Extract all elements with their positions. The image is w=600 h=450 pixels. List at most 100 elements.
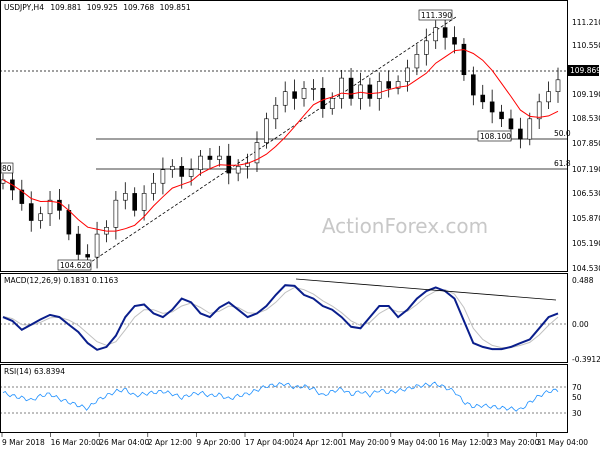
macd-tick: -0.3912 [572,355,600,364]
candle-body [395,81,401,89]
price-tick: 107.850 [572,139,600,148]
x-tick-label: 16 May 12:00 [439,438,491,447]
fib-50-label: 50.0 [554,129,571,138]
candle-body [376,81,382,99]
candle-body [188,169,194,177]
candle-body [339,77,344,99]
x-tick-label: 23 May 20:00 [488,438,540,447]
candle-body [282,91,288,106]
candle-body [301,87,307,99]
candle-body [85,254,90,258]
macd-title: MACD(12,26,9) 0.1831 0.1163 [4,276,118,285]
candle-body [170,165,175,170]
candle-body [28,203,34,221]
x-tick-label: 24 Apr 12:00 [294,438,343,447]
x-tick-label: 9 Mar 2018 [2,438,45,447]
left-annotation: 80 [2,164,12,173]
candle-body [414,54,420,69]
price-tick: 108.530 [572,114,600,123]
price-tick: 109.190 [572,90,600,99]
high-annotation: 111.390 [421,11,452,20]
rsi-line [2,381,559,412]
x-tick-label: 9 May 04:00 [391,438,438,447]
macd-divergence-line [295,278,557,301]
macd-tick: 0.00 [572,320,589,329]
start-low-annotation: 104.620 [60,261,91,270]
candle-body [348,77,354,99]
candle-body [217,155,222,160]
candle-body [386,81,391,89]
candle-body [141,193,147,211]
candle-body [480,94,486,103]
price-y-axis: 111.210 110.550 109.190 108.530 107.850 … [572,18,600,273]
watermark: ActionForex.com [322,214,488,238]
candle-body [367,84,373,99]
candle-body [508,118,514,130]
candle-body [499,111,504,120]
candle-body [320,87,326,109]
x-tick-label: 16 Mar 20:00 [51,438,101,447]
x-tick-label: 2 Apr 12:00 [148,438,192,447]
candle-body [207,155,213,160]
rsi-title: RSI(14) 63.8394 [4,367,65,376]
candle-body [66,210,72,235]
rsi-tick: 70 [572,383,582,392]
low-annotation: 108.100 [480,132,511,141]
candle-body [461,43,467,76]
high-annotation-box [418,9,453,21]
left-annotation-box [0,162,14,174]
macd-panel-border [0,273,568,363]
trend-channel-line [87,16,457,265]
candle-body [311,87,316,90]
candle-body [273,104,279,120]
rsi-tick: 50 [572,393,582,402]
candle-body [471,74,476,96]
moving-average-line [2,49,559,232]
candle-body [536,101,542,120]
x-tick-label: 1 May 20:00 [342,438,389,447]
rsi-tick: 30 [572,409,582,418]
price-tick: 105.190 [572,239,600,248]
candle-body [518,128,523,140]
candle-body [254,142,260,164]
candle-body [19,189,25,204]
candle-body [424,40,429,55]
candle-body [122,193,128,201]
candle-body [452,37,457,45]
candle-body [292,91,297,99]
price-tick: 106.530 [572,189,600,198]
x-tick-label: 17 Apr 04:00 [245,438,294,447]
candle-body [235,165,241,174]
fib-618-label: 61.8 [554,159,571,168]
price-tick: 104.530 [572,264,600,273]
candle-body [151,182,156,194]
candle-body [489,101,495,113]
candle-body [57,199,62,211]
macd-signal-line [2,286,559,349]
price-tick: 105.870 [572,214,600,223]
candle-body [94,233,100,258]
x-tick-label: 31 May 04:00 [537,438,589,447]
candle-body [47,199,53,215]
candle-body [433,27,439,42]
candle-body [113,199,119,228]
rsi-panel-border [0,364,568,433]
x-tick-label: 9 Apr 20:00 [196,438,240,447]
price-tick: 110.550 [572,41,600,50]
candles [0,18,561,269]
candle-body [264,118,269,143]
price-panel-border [0,0,568,272]
candle-body [132,193,137,211]
low-annotation-box [477,130,512,142]
current-price-label: 109.869 [570,66,600,75]
current-price-box [568,65,599,76]
candle-body [527,118,533,140]
macd-main-line [2,284,559,351]
macd-tick: 0.488 [572,276,594,285]
candle-body [160,169,166,184]
candle-body [198,155,203,170]
candle-body [38,213,43,221]
candle-body [179,165,185,177]
start-low-annotation-box [57,259,92,271]
